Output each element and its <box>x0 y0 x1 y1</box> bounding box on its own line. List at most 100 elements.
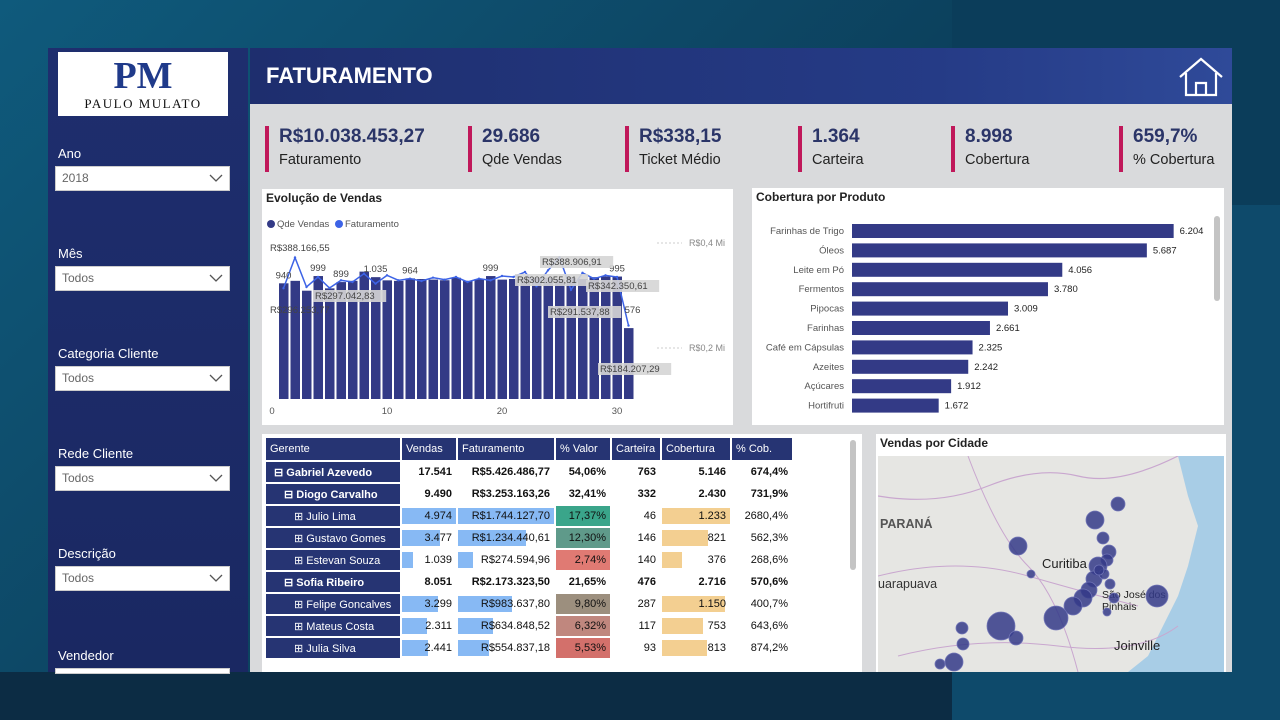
line-point[interactable] <box>627 324 630 327</box>
table-row[interactable]: ⊞ Mateus Costa 2.311 R$634.848,52 6,32% 117 7… <box>266 616 792 636</box>
city-bubble[interactable] <box>956 637 970 651</box>
city-bubble[interactable] <box>1085 510 1105 530</box>
line-point[interactable] <box>385 274 389 277</box>
city-bubble[interactable] <box>1093 564 1105 576</box>
line-point[interactable] <box>454 275 458 279</box>
bar-qde-vendas[interactable] <box>336 282 347 399</box>
bar-qde-vendas[interactable] <box>589 277 600 399</box>
filter-dropdown[interactable]: Todos <box>55 366 230 391</box>
line-point[interactable] <box>512 275 515 279</box>
line-point[interactable] <box>569 288 573 292</box>
table-row[interactable]: ⊞ Felipe Goncalves 3.299 R$983.637,80 9,80%… <box>266 594 792 614</box>
collapse-icon[interactable]: ⊟ <box>274 466 284 479</box>
table-row[interactable]: ⊟ Diogo Carvalho 9.490 R$3.253.163,26 32,41… <box>266 484 792 504</box>
line-point[interactable] <box>293 256 297 259</box>
city-bubble[interactable] <box>1043 605 1069 631</box>
table-row[interactable]: ⊞ Estevan Souza 1.039 R$274.594,96 2,74% 140… <box>266 550 792 570</box>
expand-icon[interactable]: ⊞ <box>294 598 304 611</box>
bar-qde-vendas[interactable] <box>474 279 485 399</box>
line-point[interactable] <box>316 275 320 279</box>
city-bubble[interactable] <box>1096 531 1110 545</box>
bar-qde-vendas[interactable] <box>463 280 473 399</box>
column-header[interactable]: Gerente <box>266 438 400 460</box>
bar-qde-vendas[interactable] <box>371 277 381 399</box>
line-point[interactable] <box>339 279 343 282</box>
bar-qde-vendas[interactable] <box>279 283 289 399</box>
line-point[interactable] <box>443 278 446 281</box>
bar-qde-vendas[interactable] <box>451 277 462 399</box>
coverage-bar[interactable] <box>852 224 1174 238</box>
line-point[interactable] <box>604 274 607 277</box>
city-bubble[interactable] <box>934 658 946 670</box>
expand-icon[interactable]: ⊞ <box>294 642 304 655</box>
bar-qde-vendas[interactable] <box>497 279 508 399</box>
line-point[interactable] <box>546 269 550 272</box>
line-point[interactable] <box>374 282 377 285</box>
city-bubble[interactable] <box>1102 607 1112 617</box>
filter-dropdown[interactable]: Todos <box>55 466 230 491</box>
line-point[interactable] <box>305 285 308 289</box>
bar-qde-vendas[interactable] <box>417 279 427 399</box>
line-point[interactable] <box>362 272 366 275</box>
line-point[interactable] <box>477 277 481 280</box>
line-point[interactable] <box>523 270 527 274</box>
column-header[interactable]: Vendas <box>402 438 456 460</box>
city-bubble[interactable] <box>1008 630 1024 646</box>
bar-qde-vendas[interactable] <box>509 279 519 399</box>
line-point[interactable] <box>466 280 469 284</box>
home-icon[interactable] <box>1176 56 1226 98</box>
bar-qde-vendas[interactable] <box>612 276 623 399</box>
bar-qde-vendas[interactable] <box>394 280 404 399</box>
chart-scrollbar[interactable] <box>1214 216 1220 301</box>
bar-qde-vendas[interactable] <box>428 279 439 399</box>
coverage-bar[interactable] <box>852 379 952 394</box>
line-point[interactable] <box>615 275 619 279</box>
bar-qde-vendas[interactable] <box>555 279 565 399</box>
table-row[interactable]: ⊞ Gustavo Gomes 3.477 R$1.234.440,61 12,30%… <box>266 528 792 548</box>
line-point[interactable] <box>328 286 331 290</box>
city-bubble[interactable] <box>1008 536 1028 556</box>
city-bubble[interactable] <box>944 652 964 672</box>
table-row[interactable]: ⊟ Sofia Ribeiro 8.051 R$2.173.323,50 21,65%… <box>266 572 792 592</box>
line-point[interactable] <box>351 280 354 284</box>
column-header[interactable]: % Valor <box>556 438 610 460</box>
bar-qde-vendas[interactable] <box>325 288 335 399</box>
expand-icon[interactable]: ⊞ <box>294 554 304 567</box>
collapse-icon[interactable]: ⊟ <box>284 488 294 501</box>
coverage-bar[interactable] <box>852 282 1048 297</box>
bar-qde-vendas[interactable] <box>532 277 542 399</box>
column-header[interactable]: Faturamento <box>458 438 554 460</box>
bar-qde-vendas[interactable] <box>359 271 370 399</box>
line-point[interactable] <box>581 271 584 275</box>
coverage-bar[interactable] <box>852 340 973 355</box>
line-point[interactable] <box>408 277 412 280</box>
bar-qde-vendas[interactable] <box>601 276 611 399</box>
bar-qde-vendas[interactable] <box>520 278 531 399</box>
coverage-bar[interactable] <box>852 321 990 335</box>
bar-qde-vendas[interactable] <box>440 280 450 399</box>
bar-qde-vendas[interactable] <box>578 279 588 399</box>
bar-qde-vendas[interactable] <box>543 277 554 399</box>
bar-qde-vendas[interactable] <box>382 280 393 399</box>
expand-icon[interactable]: ⊞ <box>294 620 304 633</box>
line-point[interactable] <box>397 279 400 282</box>
column-header[interactable]: Carteira <box>612 438 660 460</box>
bar-qde-vendas[interactable] <box>566 277 577 399</box>
city-bubble[interactable] <box>1026 569 1036 579</box>
line-point[interactable] <box>592 277 596 280</box>
filter-dropdown[interactable] <box>55 668 230 674</box>
bar-qde-vendas[interactable] <box>405 278 416 399</box>
table-scrollbar[interactable] <box>850 440 856 570</box>
city-bubble[interactable] <box>1104 578 1116 590</box>
line-point[interactable] <box>420 279 423 283</box>
bar-qde-vendas[interactable] <box>290 280 301 399</box>
city-bubble[interactable] <box>1108 592 1120 604</box>
line-point[interactable] <box>489 279 492 282</box>
city-bubble[interactable] <box>986 611 1016 641</box>
coverage-bar[interactable] <box>852 359 969 374</box>
city-bubble[interactable] <box>1063 596 1083 616</box>
bar-qde-vendas[interactable] <box>486 276 496 399</box>
city-bubble[interactable] <box>955 621 969 635</box>
coverage-bar[interactable] <box>852 243 1147 258</box>
